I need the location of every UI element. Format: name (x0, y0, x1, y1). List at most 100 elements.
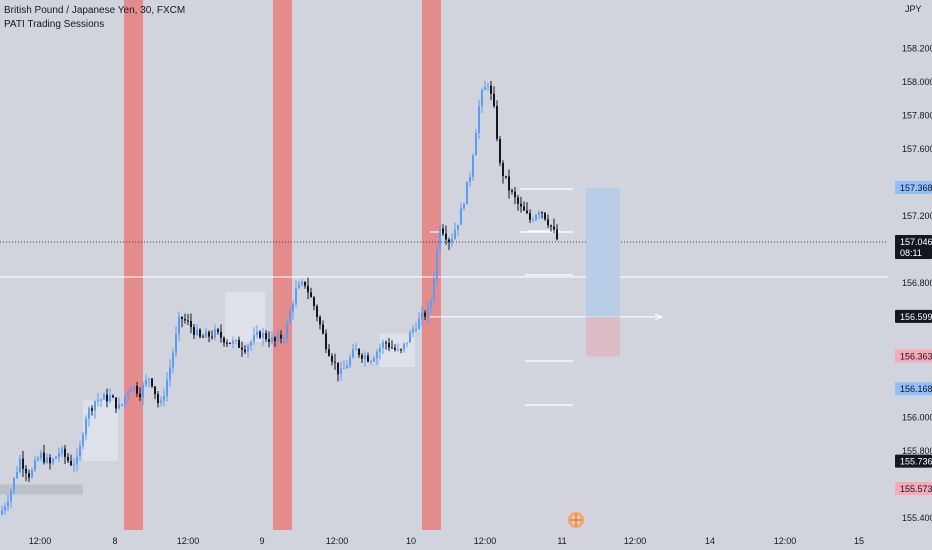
candle-body (94, 401, 96, 411)
candle-body (550, 225, 552, 227)
candle-body (541, 212, 543, 214)
y-tick-label: 155.800 (902, 446, 932, 456)
candle-body (361, 355, 363, 359)
x-tick-label: 12:00 (774, 536, 797, 546)
candle-body (10, 490, 12, 502)
x-tick-label: 12:00 (29, 536, 52, 546)
candle-body (490, 85, 492, 94)
candle-body (304, 281, 306, 286)
candle-body (556, 229, 558, 240)
candle-body (460, 208, 462, 225)
countdown-label: 08:11 (900, 248, 922, 258)
candle-body (544, 212, 546, 220)
session-band (273, 0, 292, 530)
candle-body (553, 226, 555, 230)
candle-body (109, 395, 111, 402)
candle-body (364, 355, 366, 359)
candle-body (151, 378, 153, 387)
candle-body (7, 501, 9, 507)
candle-body (493, 93, 495, 107)
candle-body (235, 339, 237, 341)
x-tick-label: 12:00 (624, 536, 647, 546)
x-tick-label: 12:00 (474, 536, 497, 546)
candle-body (403, 343, 405, 350)
candle-body (535, 215, 537, 220)
price-tag-label: 156.363 (900, 352, 932, 362)
price-tag (895, 382, 932, 396)
candle-body (58, 453, 60, 457)
candle-body (148, 378, 150, 380)
candle-body (259, 331, 261, 338)
x-tick-label: 15 (854, 536, 864, 546)
candle-body (298, 284, 300, 289)
candle-body (181, 316, 183, 320)
candle-body (130, 388, 132, 392)
candle-body (301, 281, 303, 285)
candle-body (190, 320, 192, 328)
candle-body (256, 331, 258, 336)
candle-body (118, 404, 120, 409)
y-tick-label: 156.000 (902, 412, 932, 422)
price-tag (895, 234, 932, 259)
candle-body (391, 347, 393, 349)
candle-body (421, 312, 423, 319)
candle-body (232, 340, 234, 344)
candle-body (484, 86, 486, 91)
candle-body (166, 379, 168, 397)
candle-body (502, 162, 504, 176)
candle-body (307, 285, 309, 293)
candle-body (142, 384, 144, 398)
x-tick-label: 9 (259, 536, 264, 546)
candle-body (409, 332, 411, 343)
candle-body (514, 191, 516, 198)
candle-body (73, 464, 75, 466)
chart-legend: British Pound / Japanese Yen, 30, FXCM P… (4, 4, 185, 32)
session-range-box (225, 291, 265, 342)
price-tag (895, 349, 932, 363)
candle-body (376, 351, 378, 359)
candle-body (337, 362, 339, 375)
candle-body (475, 133, 477, 156)
candle-body (424, 312, 426, 317)
candle-body (367, 355, 369, 362)
candle-body (88, 408, 90, 419)
candle-body (346, 365, 348, 369)
candle-body (322, 324, 324, 334)
x-tick-label: 14 (705, 536, 715, 546)
candle-body (454, 229, 456, 239)
candle-body (67, 456, 69, 461)
candle-body (340, 368, 342, 375)
indicator-label[interactable]: PATI Trading Sessions (4, 19, 105, 30)
candle-body (112, 395, 114, 398)
candle-body (418, 318, 420, 329)
candle-body (46, 457, 48, 463)
candle-body (28, 473, 30, 478)
candle-body (400, 349, 402, 351)
currency-label: JPY (905, 4, 922, 14)
candle-body (289, 311, 291, 323)
candle-body (193, 327, 195, 336)
candle-body (31, 469, 33, 478)
candle-body (439, 228, 441, 249)
candle-body (61, 448, 63, 454)
candle-body (271, 337, 273, 342)
candle-body (226, 342, 228, 344)
arrow-head (654, 313, 664, 321)
candle-body (274, 337, 276, 342)
candle-body (223, 337, 225, 343)
candle-body (319, 317, 321, 325)
candle-body (34, 460, 36, 470)
candle-body (451, 238, 453, 243)
candle-body (145, 379, 147, 385)
candle-body (442, 228, 444, 234)
candle-body (292, 303, 294, 312)
symbol-title[interactable]: British Pound / Japanese Yen, 30, FXCM (4, 5, 186, 16)
candle-body (124, 396, 126, 405)
candle-body (55, 456, 57, 459)
x-tick-label: 12:00 (326, 536, 349, 546)
price-tag-label: 156.599 (900, 312, 932, 322)
candle-body (373, 358, 375, 362)
candle-body (511, 190, 513, 192)
